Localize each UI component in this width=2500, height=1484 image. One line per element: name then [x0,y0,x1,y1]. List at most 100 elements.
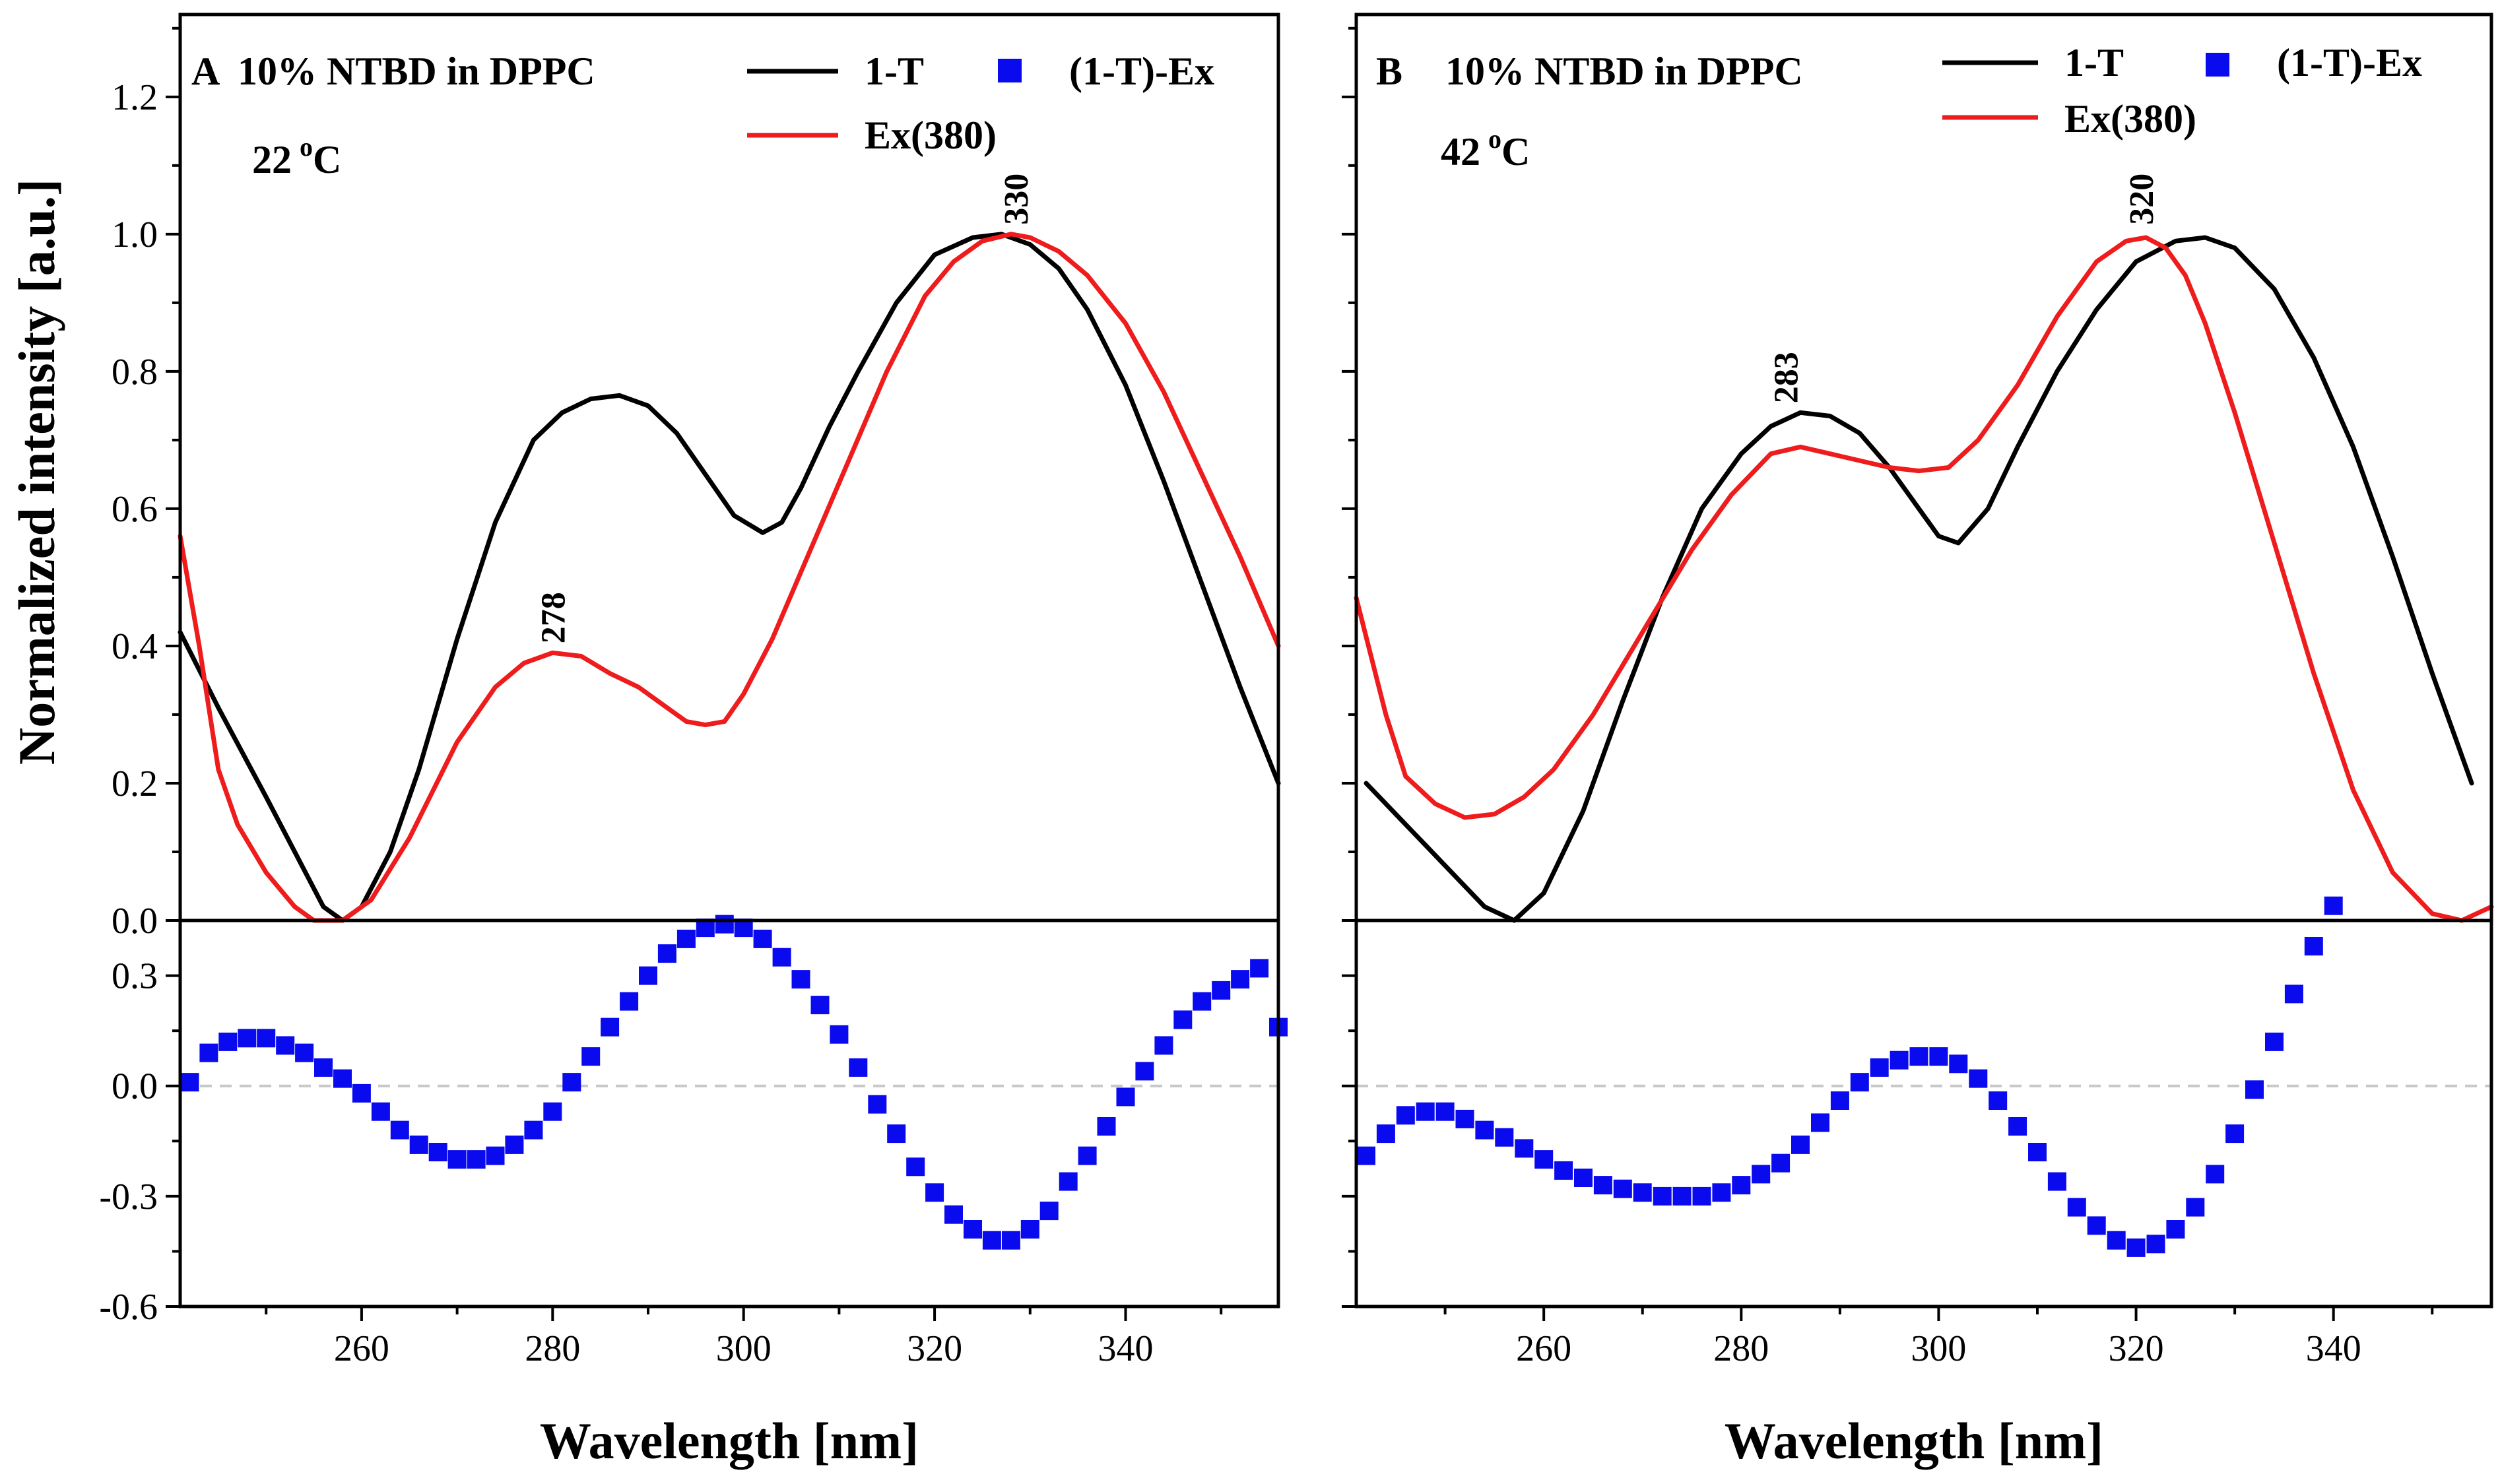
panel-a-diff-point [1193,992,1212,1011]
panel-a-temperature: 22 oC [252,132,341,181]
panel-a-top-y-tick-label: 1.2 [112,77,158,118]
panel-b-diff-point [2047,1172,2066,1191]
panel-a-diff-point [314,1058,333,1077]
panel-a-diff-point [982,1231,1001,1250]
panel-b-temperature: 42 oC [1441,124,1530,174]
panel-b-diff-point [1554,1161,1573,1180]
panel-a: 0.0 0.2 0.4 0.6 0.8 1.0 1.2 -0.6 -0.3 0.0 0.3 260 28… [99,13,1288,1369]
panel-b-diff-point [1830,1091,1849,1110]
panel-b-diff-point [1909,1047,1928,1066]
panel-a-bottom-y-tick-label: 0.3 [112,956,158,997]
panel-b-title: 10% NTBD in DPPC [1445,49,1803,93]
y-axis-title: Normalized intensity [a.u.] [8,179,65,765]
panel-b-diff-point [2166,1220,2185,1239]
panel-a-legend-label-ex: Ex(380) [865,113,997,157]
panel-b-diff-point [1376,1124,1395,1144]
panel-b-diff-point [2067,1198,2086,1217]
panel-a-diff-point [925,1183,944,1202]
panel-a-diff-point [1020,1220,1039,1239]
panel-b-peak-label: 283 [1768,352,1806,403]
panel-a-top-y-tick-label: 0.2 [112,763,158,804]
panel-a-diff-point [1231,970,1250,989]
panel-b-diff-point [1613,1179,1632,1198]
panel-a-diff-point [944,1205,963,1224]
panel-a-x-tick-label: 300 [716,1328,772,1369]
panel-a-legend-swatch-diff [998,59,1022,82]
panel-b-series-t1-line [1364,235,2474,923]
panel-a-diff-point [964,1220,982,1239]
panel-b-legend-swatch-diff [2206,53,2229,77]
panel-b-diff-point [1949,1054,1968,1074]
panel-b-x-tick-label: 300 [1911,1328,1966,1369]
panel-b-temp-value: 42 [1441,130,1480,174]
panel-b-diff-point [2284,984,2303,1004]
panel-a-peak-label: 330 [998,174,1036,225]
panel-b-x-tick-label: 280 [1713,1328,1769,1369]
panel-b-diff-point [2028,1143,2047,1161]
panel-b-diff-point [1672,1186,1692,1206]
panel-a-x-tick-label: 280 [525,1328,580,1369]
panel-a-diff-point [218,1032,238,1051]
panel-b-diff-point [1791,1135,1810,1154]
x-axis-title-a: Wavelength [nm] [540,1412,919,1469]
panel-a-diff-point [447,1150,467,1169]
panel-a-diff-point [657,944,676,963]
panel-b-diff-point [1455,1109,1474,1128]
panel-a-diff-point [199,1043,218,1062]
panel-a-diff-point [352,1083,371,1103]
panel-b-diff-point [1495,1128,1514,1147]
panel-b-series-ex-line [1354,235,2494,923]
panel-a-temp-unit: C [313,138,341,181]
panel-a-diff-point [1173,1010,1193,1029]
panel-a-diff-point [276,1036,295,1055]
panel-b-peak-label: 320 [2123,174,2161,225]
panel-b-diff-point [1515,1139,1534,1158]
panel-a-diff-point [371,1102,390,1121]
panel-a-diff-point [257,1029,276,1048]
panel-a-diff-point [620,992,639,1011]
panel-a-top-y-tick-label: 0.0 [112,901,158,942]
panel-a-bottom-y-tick-label: 0.0 [112,1066,158,1107]
panel-a-diff-point [601,1017,620,1037]
panel-b-diff-point [1593,1176,1612,1195]
panel-b-diff-point [1712,1183,1731,1202]
panel-b-diff-point [1475,1120,1494,1140]
panel-a-top-y-tick-label: 1.0 [112,214,158,255]
panel-b-diff-point [1534,1150,1554,1169]
panel-a-diff-point [180,1073,199,1092]
panel-b-diff-point [1771,1153,1791,1173]
panel-a-diff-point [1154,1036,1173,1055]
panel-b-diff-point [1929,1047,1948,1066]
panel-a-x-tick-label: 340 [1098,1328,1153,1369]
panel-a-bottom-y-tick-label: -0.6 [99,1287,158,1328]
panel-b-legend-label-t1: 1-T [2064,41,2124,84]
panel-a-diff-point [1097,1117,1116,1136]
panel-a-diff-point [849,1058,868,1077]
panel-a-diff-point [1001,1231,1020,1250]
panel-b: 260 280 300 320 340 283 320 B 10% NTBD in DPPC… [1342,13,2494,1369]
panel-a-diff-point [810,996,830,1015]
panel-a-diff-point [543,1102,562,1121]
panel-a-diff-point [830,1025,849,1044]
panel-a-diff-point [1250,959,1269,978]
panel-a-legend-label-t1: 1-T [865,49,924,93]
panel-a-diff-point [467,1150,486,1169]
panel-b-x-tick-label: 260 [1516,1328,1571,1369]
panel-b-diff-point [1416,1102,1435,1121]
panel-b-diff-point [2304,937,2323,955]
panel-b-diff-point [2107,1231,2126,1250]
panel-a-title: 10% NTBD in DPPC [238,49,595,93]
panel-a-legend-label-diff: (1-T)-Ex [1069,49,1214,93]
panel-b-diff-point [2008,1117,2027,1136]
panel-a-top-y-tick-label: 0.8 [112,352,158,393]
panel-b-legend-label-ex: Ex(380) [2064,97,2196,141]
panel-a-diff-point [1135,1062,1154,1081]
panel-b-x-tick-label: 340 [2306,1328,2361,1369]
panel-b-diff-point [1357,1146,1375,1165]
panel-b-letter: B [1376,49,1402,93]
panel-b-diff-point [2324,896,2343,915]
panel-a-diff-point [676,929,696,948]
x-axis-title-b: Wavelength [nm] [1725,1412,2103,1469]
